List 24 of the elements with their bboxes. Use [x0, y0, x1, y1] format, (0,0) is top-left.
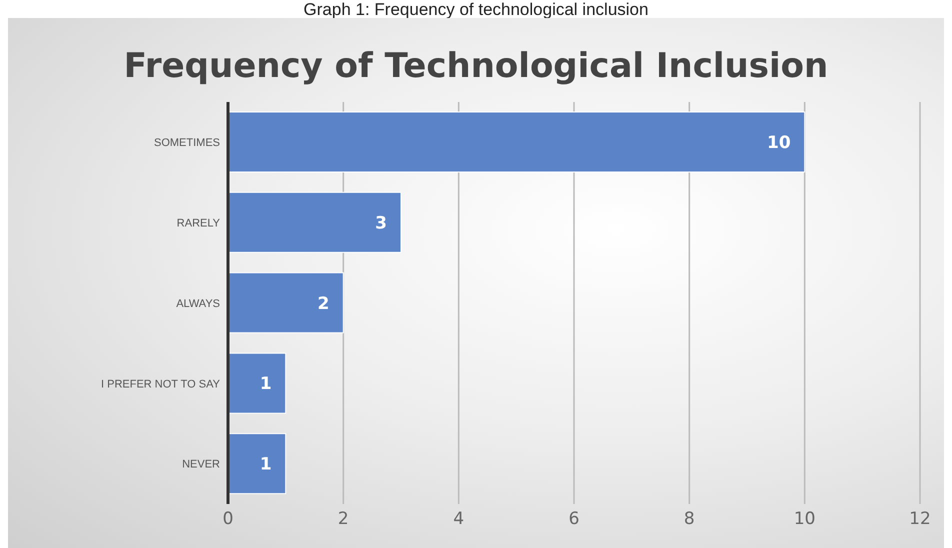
x-tick-label: 2: [338, 509, 349, 530]
x-tick-label: 10: [794, 509, 816, 530]
x-tick-label: 12: [909, 509, 931, 530]
y-tick-label: I PREFER NOT TO SAY: [101, 378, 221, 390]
bar: [228, 112, 806, 172]
bar: [228, 352, 286, 414]
data-label: 3: [375, 213, 387, 234]
y-tick-label: ALWAYS: [176, 298, 220, 310]
bar: [228, 433, 286, 494]
data-label: 2: [317, 294, 330, 314]
x-tick-label: 4: [453, 509, 464, 530]
y-tick-label: SOMETIMES: [154, 137, 220, 150]
y-tick-label: RARELY: [176, 218, 221, 230]
chart-title: Frequency of Technological Inclusion: [122, 46, 830, 86]
caption: Graph 1: Frequency of technological inclusion: [302, 0, 650, 20]
bar: [228, 192, 402, 253]
x-tick-label: 6: [568, 509, 580, 530]
x-tick-label: 8: [684, 509, 695, 530]
data-label: 1: [260, 374, 272, 394]
y-tick-label: NEVER: [182, 458, 220, 471]
data-label: 10: [766, 133, 791, 154]
bar: [228, 272, 344, 334]
data-label: 1: [260, 454, 272, 475]
x-tick-label: 0: [222, 509, 234, 530]
